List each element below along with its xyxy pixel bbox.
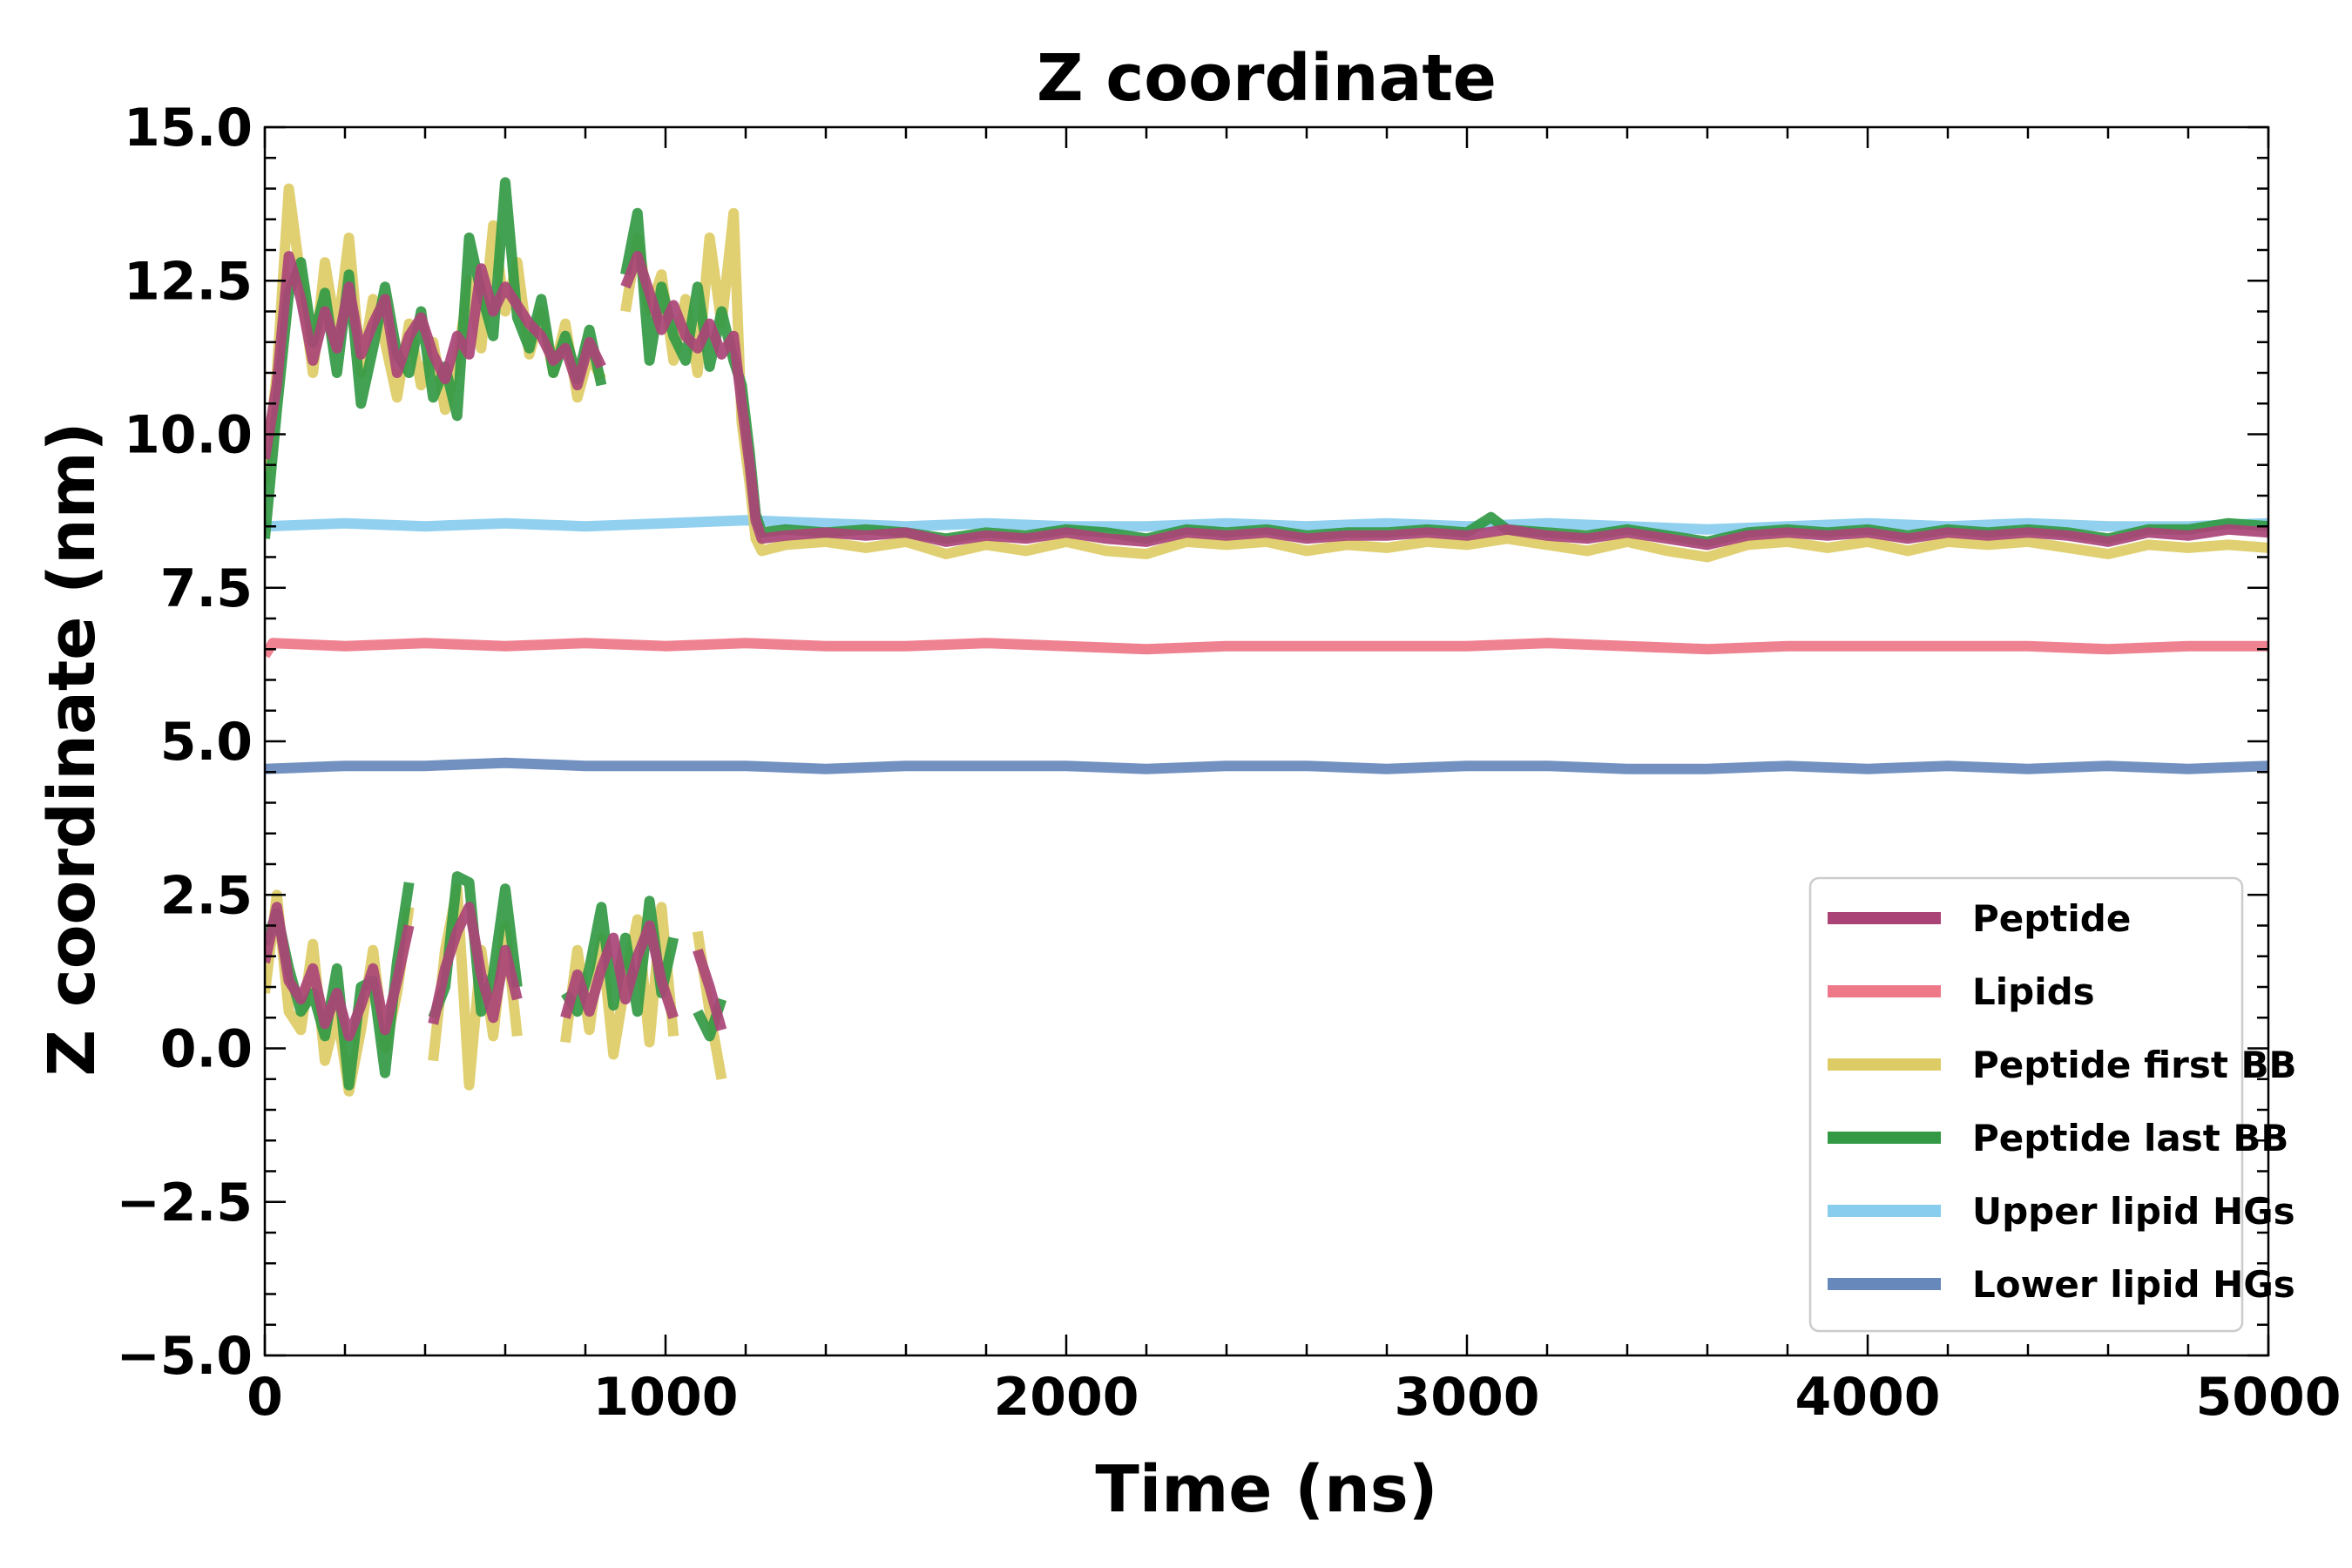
- legend-label: Lipids: [1972, 970, 2095, 1013]
- series-line-peptide-2: [265, 902, 415, 1042]
- legend: Peptide Lipids Peptide first BB Peptide las…: [1808, 876, 2297, 1333]
- series-line-lipids-0: [265, 638, 2268, 659]
- legend-label: Peptide last BB: [1972, 1117, 2288, 1159]
- y-tick-label: −2.5: [116, 1173, 253, 1233]
- y-tick-label: 10.0: [124, 405, 253, 466]
- axes: 0 1000 2000 3000 4000 5000 −5.0 −2.5 0.0 2.5 5.0 7.…: [116, 98, 2341, 1428]
- y-tick-label: 12.5: [124, 251, 253, 312]
- y-tick-label: 0.0: [160, 1019, 253, 1080]
- y-tick-label: 5.0: [160, 712, 253, 773]
- y-tick-label: 7.5: [160, 558, 253, 619]
- legend-label: Peptide: [1972, 897, 2131, 940]
- y-tick-label: 15.0: [124, 98, 253, 159]
- legend-label: Peptide first BB: [1972, 1044, 2297, 1086]
- series-line-peptide-0: [265, 251, 606, 460]
- y-tick-label: −5.0: [116, 1326, 253, 1387]
- series-line-peptide-5: [693, 948, 727, 1031]
- x-tick-label: 4000: [1795, 1367, 1941, 1428]
- series-line-peptide-4: [560, 920, 679, 1020]
- x-tick-label: 1000: [593, 1367, 739, 1428]
- chart-title: Z coordinate: [1037, 41, 1497, 116]
- legend-label: Lower lipid HGs: [1972, 1263, 2295, 1306]
- legend-label: Upper lipid HGs: [1972, 1190, 2295, 1233]
- x-tick-label: 2000: [994, 1367, 1139, 1428]
- x-tick-label: 5000: [2196, 1367, 2342, 1428]
- plot-area: [265, 177, 2268, 1097]
- series-line-peptide-3: [428, 902, 523, 1025]
- x-tick-label: 0: [247, 1367, 283, 1428]
- series-line-peptide-first-bb-1: [620, 207, 2268, 563]
- series-line-lower-lipid-hgs-0: [265, 757, 2268, 774]
- series-line-peptide-1: [620, 251, 2268, 551]
- x-tick-label: 3000: [1395, 1367, 1540, 1428]
- y-tick-label: 2.5: [160, 865, 253, 926]
- y-axis-label: Z coordinate (nm): [35, 422, 110, 1076]
- x-axis-label: Time (ns): [1095, 1452, 1437, 1527]
